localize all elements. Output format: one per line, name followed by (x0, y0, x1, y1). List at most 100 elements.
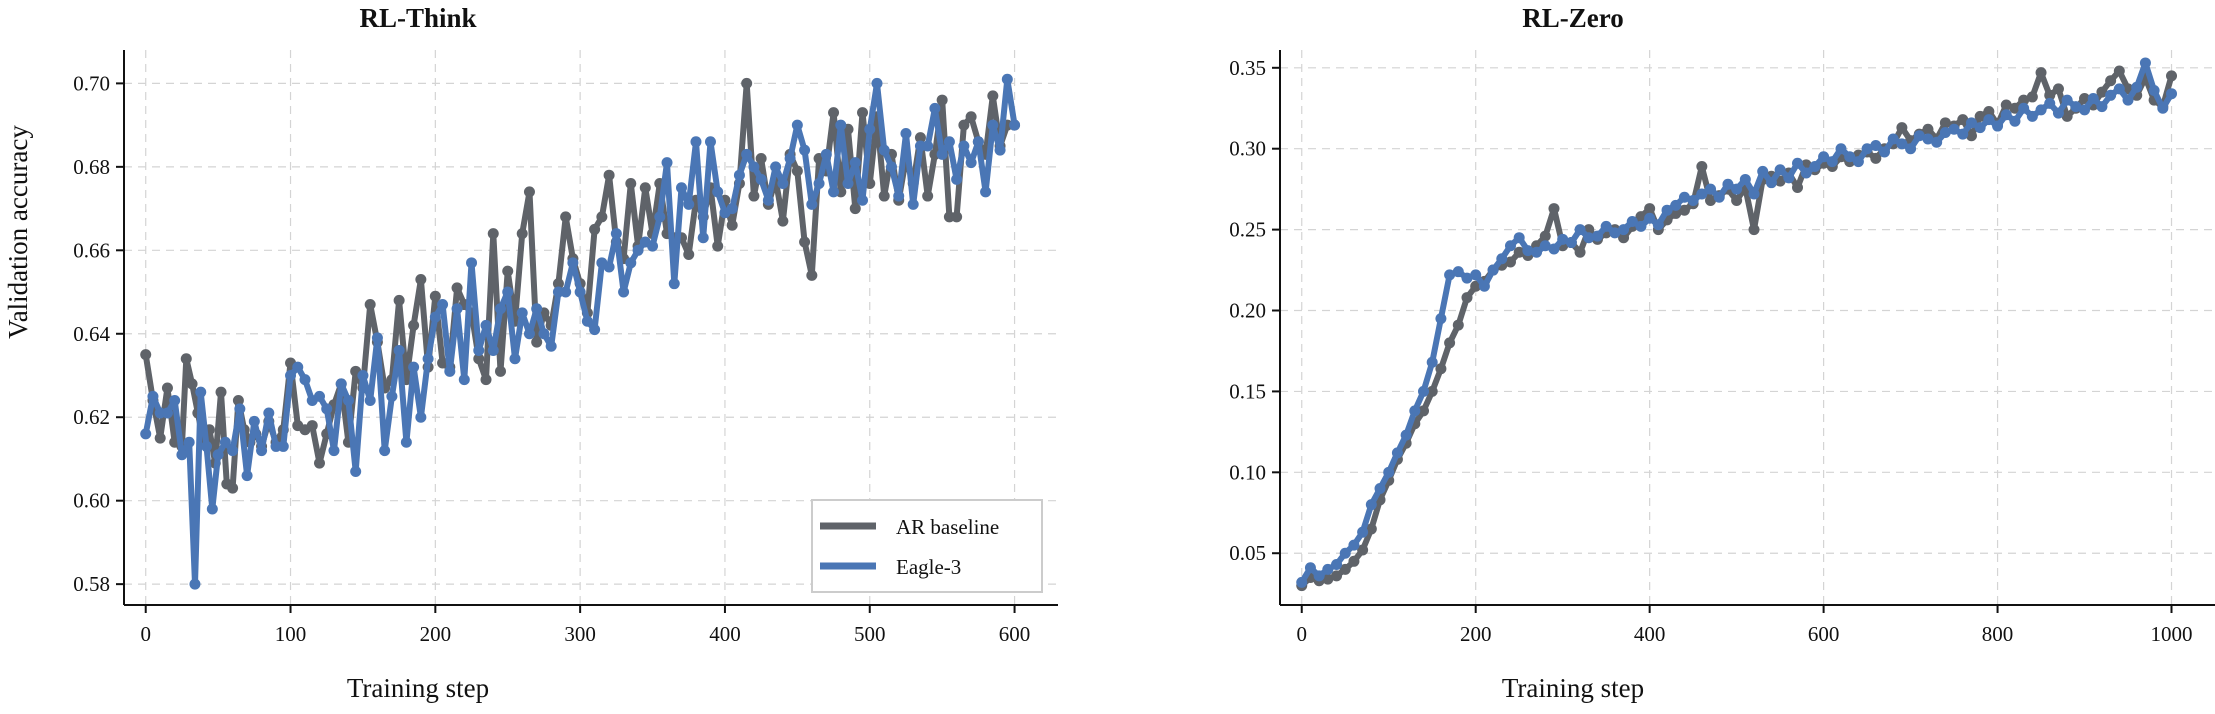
data-point (277, 440, 289, 452)
data-point (1939, 127, 1951, 139)
x-tick-label: 300 (564, 622, 596, 646)
data-point (2166, 70, 2178, 82)
data-point (987, 119, 999, 131)
data-point (328, 445, 340, 457)
data-point (1009, 119, 1021, 131)
data-point (777, 178, 789, 190)
data-point (1418, 385, 1430, 397)
data-point (400, 436, 412, 448)
data-point (1922, 123, 1934, 135)
y-tick-label: 0.35 (1229, 56, 1266, 80)
data-point (2044, 89, 2056, 101)
data-point (494, 365, 506, 377)
data-point (596, 211, 608, 223)
data-point (1974, 122, 1986, 134)
data-point (857, 107, 869, 119)
data-point (531, 336, 543, 348)
data-point (480, 374, 492, 386)
data-point (799, 236, 811, 248)
data-point (1870, 139, 1882, 151)
data-point (1852, 156, 1864, 168)
data-point (1731, 194, 1743, 206)
data-point (878, 144, 890, 156)
data-point (958, 119, 970, 131)
data-point (1896, 122, 1908, 134)
data-point (726, 219, 738, 231)
data-point (1365, 499, 1377, 511)
x-tick-label: 200 (1460, 622, 1492, 646)
data-point (458, 374, 470, 386)
data-point (1304, 562, 1316, 574)
data-point (516, 307, 528, 319)
data-point (2096, 86, 2108, 98)
data-point (1922, 133, 1934, 145)
data-point (922, 190, 934, 202)
data-point (169, 395, 181, 407)
x-tick-label: 400 (1634, 622, 1666, 646)
data-point (1739, 173, 1751, 185)
data-point (1331, 570, 1343, 582)
data-point (1792, 157, 1804, 169)
data-point (893, 190, 905, 202)
data-point (1609, 227, 1621, 239)
y-tick-label: 0.20 (1229, 299, 1266, 323)
data-point (1731, 183, 1743, 195)
data-point (1539, 230, 1551, 242)
data-point (1670, 199, 1682, 211)
data-point (936, 94, 948, 106)
y-tick-label: 0.58 (73, 572, 110, 596)
data-point (219, 436, 231, 448)
data-point (1948, 123, 1960, 135)
data-point (451, 282, 463, 294)
data-point (1678, 204, 1690, 216)
data-point (560, 211, 572, 223)
data-point (748, 161, 760, 173)
data-point (1757, 165, 1769, 177)
data-point (2000, 99, 2012, 111)
data-point (545, 340, 557, 352)
data-point (980, 186, 992, 198)
data-point (726, 203, 738, 215)
data-point (1383, 466, 1395, 478)
data-point (1339, 563, 1351, 575)
legend-label-eagle: Eagle-3 (896, 555, 961, 579)
data-point (1470, 280, 1482, 292)
data-point (690, 136, 702, 148)
data-point (1687, 194, 1699, 206)
data-point (1670, 207, 1682, 219)
data-point (444, 365, 456, 377)
data-point (2044, 97, 2056, 109)
data-point (2070, 101, 2082, 113)
data-point (820, 148, 832, 160)
data-point (1696, 188, 1708, 200)
data-point (1565, 237, 1577, 249)
y-tick-label: 0.10 (1229, 460, 1266, 484)
data-point (502, 265, 514, 277)
data-point (408, 361, 420, 373)
data-point (1765, 177, 1777, 189)
legend: AR baseline Eagle-3 (811, 499, 1043, 593)
data-point (791, 165, 803, 177)
data-point (1487, 264, 1499, 276)
data-point (791, 119, 803, 131)
y-tick-label: 0.70 (73, 71, 110, 95)
y-tick-label: 0.25 (1229, 218, 1266, 242)
data-point (1531, 246, 1543, 258)
data-point (1322, 563, 1334, 575)
data-point (639, 182, 651, 194)
data-point (1774, 164, 1786, 176)
data-point (2122, 94, 2134, 106)
data-point (487, 344, 499, 356)
data-point (1296, 576, 1308, 588)
data-point (922, 140, 934, 152)
data-point (2105, 89, 2117, 101)
data-point (2105, 75, 2117, 87)
x-tick-label: 1000 (2151, 622, 2193, 646)
data-point (965, 111, 977, 123)
data-point (1792, 182, 1804, 194)
data-point (480, 319, 492, 331)
series-points (1296, 57, 2178, 588)
data-point (2026, 91, 2038, 103)
data-point (393, 294, 405, 306)
